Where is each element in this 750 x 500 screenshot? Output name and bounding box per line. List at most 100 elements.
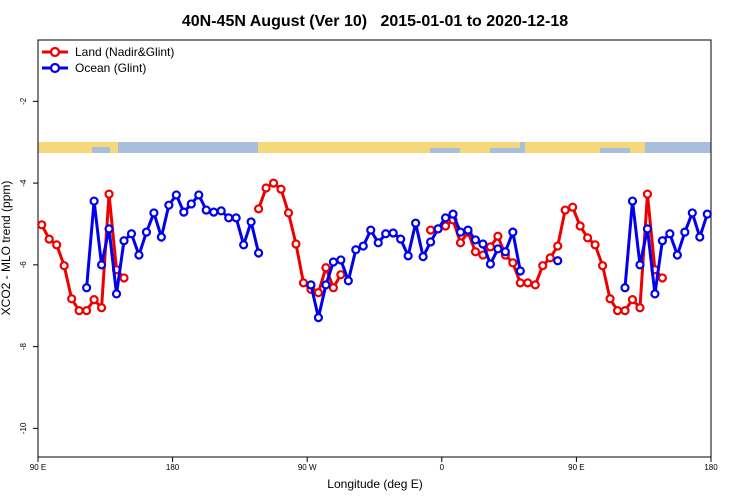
point: [680, 227, 690, 237]
point: [553, 241, 563, 251]
point: [194, 190, 204, 200]
point: [568, 202, 578, 212]
point: [373, 238, 383, 248]
point: [134, 250, 144, 260]
point: [433, 224, 443, 234]
point: [313, 312, 324, 323]
point: [455, 238, 466, 248]
point: [336, 270, 346, 280]
land-ocean-strip: [38, 142, 711, 153]
point: [343, 276, 353, 286]
point: [560, 205, 570, 215]
point: [82, 306, 92, 316]
point: [687, 208, 697, 218]
point: [89, 196, 99, 206]
x-tick-label: 180: [166, 463, 180, 472]
point: [358, 241, 368, 251]
point: [583, 233, 593, 243]
point: [635, 260, 645, 270]
point: [74, 306, 84, 316]
point: [478, 239, 488, 249]
point: [44, 234, 54, 244]
y-tick-label: -4: [19, 179, 28, 187]
point: [425, 237, 436, 247]
point: [590, 240, 600, 250]
point: [515, 266, 525, 276]
point: [485, 242, 496, 252]
point: [575, 221, 585, 231]
point: [96, 260, 107, 270]
point: [530, 280, 540, 290]
chart-title: 40N-45N August (Ver 10) 2015-01-01 to 20…: [182, 13, 568, 30]
y-tick-label: -10: [19, 422, 28, 434]
point: [620, 283, 630, 293]
point: [149, 208, 159, 218]
point: [261, 183, 271, 193]
legend-label: Ocean (Glint): [75, 61, 146, 75]
x-axis-label: Longitude (deg E): [327, 477, 422, 491]
point: [515, 278, 525, 288]
point: [605, 294, 615, 304]
point: [657, 273, 667, 283]
point: [126, 229, 137, 239]
point: [381, 229, 391, 239]
point: [201, 205, 211, 215]
y-tick-label: -8: [19, 343, 28, 351]
point: [463, 225, 473, 235]
point: [642, 224, 653, 234]
point: [493, 231, 503, 241]
point: [538, 261, 548, 271]
point: [306, 280, 316, 290]
point: [59, 261, 69, 271]
point: [268, 178, 279, 188]
point: [291, 239, 301, 249]
point: [313, 288, 324, 298]
point: [657, 236, 667, 246]
point: [216, 206, 226, 216]
point: [523, 278, 533, 288]
point: [635, 303, 645, 313]
point: [119, 236, 129, 246]
point: [612, 306, 623, 316]
point: [328, 257, 338, 267]
point: [366, 225, 376, 235]
point: [253, 204, 264, 214]
point: [239, 240, 249, 250]
point: [276, 184, 286, 194]
point: [321, 280, 331, 290]
x-tick-label: 90 E: [568, 463, 584, 472]
point: [179, 207, 189, 217]
point: [545, 253, 555, 263]
x-tick-label: 90 W: [298, 463, 317, 472]
point: [351, 245, 361, 255]
point: [411, 218, 421, 228]
point: [508, 227, 518, 237]
legend-marker: [49, 62, 61, 74]
point: [141, 227, 152, 237]
point: [448, 209, 458, 219]
point: [328, 283, 338, 293]
point: [253, 248, 264, 258]
legend-label: Land (Nadir&Glint): [75, 45, 174, 59]
point: [104, 189, 114, 199]
series-line: [85, 191, 261, 295]
point: [224, 213, 234, 223]
point: [119, 273, 129, 283]
point: [440, 221, 451, 231]
point: [455, 227, 466, 237]
point: [231, 213, 241, 223]
point: [111, 289, 122, 299]
point: [82, 283, 92, 293]
point: [209, 207, 219, 217]
point: [702, 209, 712, 219]
point: [52, 240, 62, 250]
point: [396, 234, 406, 244]
point: [470, 247, 481, 257]
point: [672, 250, 682, 260]
point: [388, 228, 398, 238]
point: [553, 256, 563, 266]
point: [246, 217, 256, 227]
point: [418, 252, 428, 262]
point: [336, 255, 346, 265]
